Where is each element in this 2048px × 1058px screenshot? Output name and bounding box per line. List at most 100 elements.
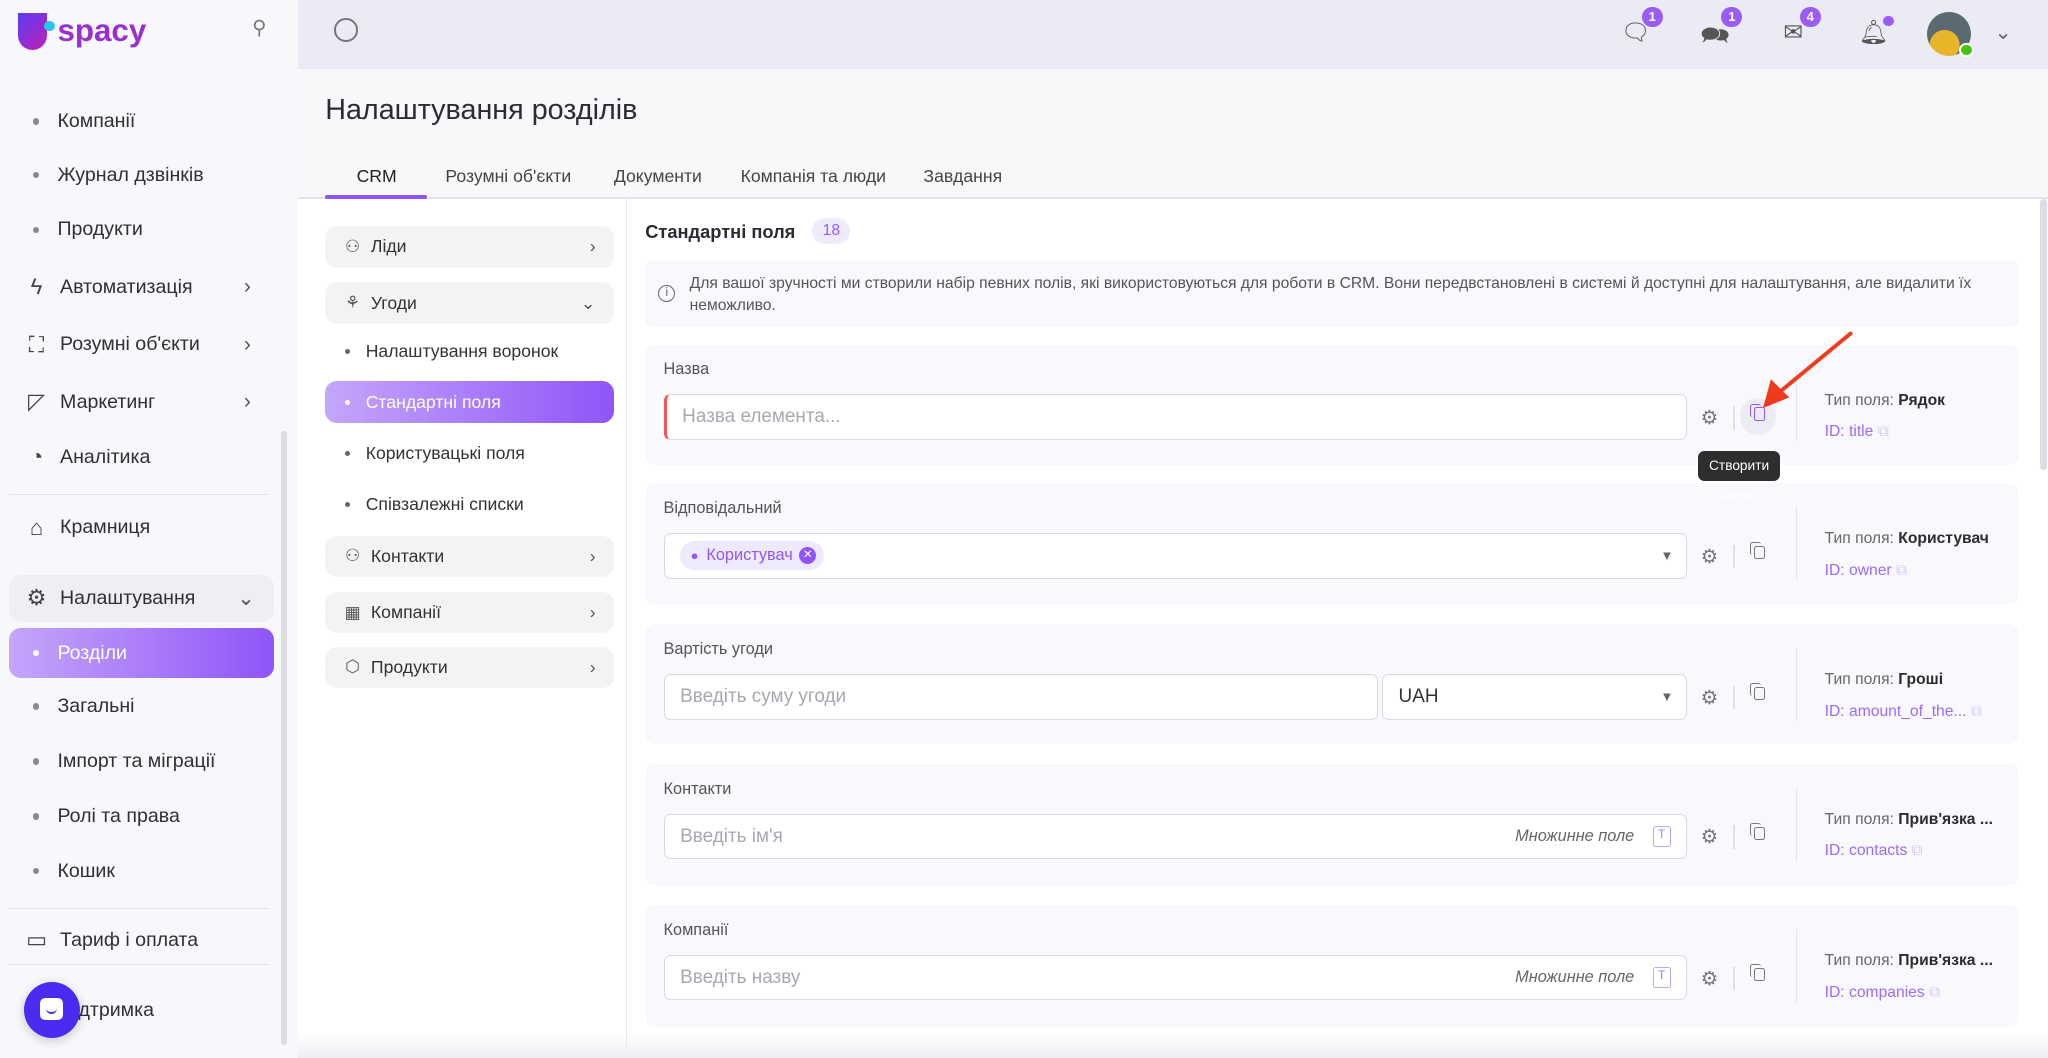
messages-icon[interactable]: 🗪 1 [1701,6,1743,48]
sidebar-item-call-log[interactable]: Журнал дзвінків [0,152,298,199]
tab-crm[interactable]: CRM [356,165,397,186]
tab-documents[interactable]: Документи [613,165,702,186]
multiple-field-label: Множинне поле [1515,827,1635,846]
panel-subitem-custom-fields[interactable]: Користувацькі поля [325,432,614,474]
contacts-input[interactable]: Введіть ім'я Множинне поле T [663,813,1688,860]
remove-chip-icon[interactable]: ✕ [799,547,817,565]
building-icon: ▦ [344,602,361,622]
sidebar-item-settings[interactable]: ⚙ Налаштування ⌄ [9,574,275,622]
online-status-dot [1959,43,1974,58]
sidebar-item-trash[interactable]: Кошик [0,848,298,895]
copy-icon[interactable] [1748,683,1768,702]
panel-item-companies[interactable]: ▦ Компанії › [325,591,614,634]
tab-company-people[interactable]: Компанія та люди [740,165,887,186]
copy-icon[interactable] [1748,963,1768,983]
sidebar-item-roles[interactable]: Ролі та права [0,793,298,840]
panel-item-deals[interactable]: ⚘ Угоди ⌄ [325,282,614,324]
sidebar-scrollbar[interactable] [280,431,288,1045]
sidebar-item-store[interactable]: ⌂ Крамниця [0,504,298,551]
panel-subitem-standard-fields[interactable]: Стандартні поля [325,381,614,424]
tabs-divider [297,197,2048,199]
panel-subitem-dependent-lists[interactable]: Співзалежні списки [325,483,614,525]
multiple-field-icon[interactable]: T [1652,967,1671,989]
sidebar-item-import[interactable]: Імпорт та міграції [0,738,298,785]
dropdown-arrow-icon[interactable]: ▼ [1660,548,1674,564]
chat-badge: 1 [1641,6,1663,28]
sidebar-item-marketing[interactable]: ◸ Маркетинг › [0,379,298,426]
wallet-icon: ▭ [26,927,48,953]
currency-select[interactable]: UAH ▼ [1381,673,1688,720]
copy-icon[interactable] [1748,822,1768,842]
label: Журнал дзвінків [57,163,204,186]
label: Угоди [370,292,417,313]
pin-icon[interactable]: ⚲ [252,16,267,39]
sidebar-item-companies[interactable]: Компанії [0,98,298,145]
chevron-right-icon: › [243,390,251,414]
field-card-amount: Вартість угоди Введіть суму угоди UAH ▼ ⚙… [645,624,2020,745]
chat-widget-button[interactable] [23,982,80,1039]
info-text: Для вашої зручності ми створили набір пе… [689,274,1972,315]
multiple-field-icon[interactable]: T [1652,826,1671,847]
chevron-down-icon[interactable]: ⌄ [1994,20,2012,44]
search-icon[interactable] [334,18,358,42]
logo-text: spacy [57,13,147,49]
tab-tasks[interactable]: Завдання [923,165,1003,186]
owner-select[interactable]: ● Користувач ✕ ▼ [663,532,1688,579]
dropdown-arrow-icon[interactable]: ▼ [1660,689,1674,705]
sidebar-item-support[interactable]: Підтримка [0,987,298,1034]
title-input[interactable]: Назва елемента... [663,394,1688,441]
gear-icon[interactable]: ⚙ [1700,967,1719,990]
label: Маркетинг [60,390,156,413]
field-type: Тип поля: Прив'язка ... [1824,811,1993,829]
chevron-right-icon: › [589,656,596,677]
label: Загальні [57,695,135,718]
label: Компанії [370,602,441,623]
field-id[interactable]: ID: contacts ⧉ [1824,842,1923,860]
label: Контакти [370,545,445,566]
field-label: Назва [663,360,710,379]
sidebar-item-products[interactable]: Продукти [0,206,298,253]
sidebar-item-automation[interactable]: ϟ Автоматизація › [0,264,298,311]
field-id[interactable]: ID: title ⧉ [1824,423,1889,441]
avatar[interactable] [1926,11,1974,58]
copy-icon[interactable] [1748,542,1768,561]
field-label: Контакти [663,779,732,798]
sidebar-item-billing[interactable]: ▭ Тариф і оплата [0,917,298,964]
smart-object-icon: ⛶ [28,331,45,357]
field-card-owner: Відповідальний ● Користувач ✕ ▼ ⚙ Тип поля… [645,483,2020,605]
label: Крамниця [60,516,151,539]
field-card-title: Назва Назва елемента... ⚙ Тип поля: Рядо… [645,344,2020,465]
gear-icon[interactable]: ⚙ [1700,686,1719,709]
field-id[interactable]: ID: owner ⧉ [1824,561,1908,579]
main-scrollbar[interactable] [2040,198,2047,471]
copy-icon[interactable] [1748,403,1768,422]
divider [9,907,268,910]
info-icon: i [658,284,676,302]
chat-widget-icon [40,997,63,1021]
panel-item-contacts[interactable]: ⚇ Контакти › [325,535,614,578]
lightning-icon: ϟ [30,274,43,300]
sidebar-item-general[interactable]: Загальні [0,683,298,730]
field-id[interactable]: ID: amount_of_the... ⧉ [1824,702,1983,720]
bell-icon[interactable]: 🔔︎ [1859,15,1894,47]
amount-input[interactable]: Введіть суму угоди [663,673,1378,720]
messages-badge: 1 [1721,6,1743,28]
lead-icon: ⚇ [345,236,361,256]
sidebar-item-smart-objects[interactable]: ⛶ Розумні об'єкти › [0,321,298,368]
companies-input[interactable]: Введіть назву Множинне поле T [663,954,1688,1001]
chevron-down-icon: ⌄ [580,292,596,313]
sidebar-item-sections[interactable]: Розділи [9,628,275,678]
field-id[interactable]: ID: companies ⧉ [1824,983,1941,1001]
panel-subitem-funnels[interactable]: Налаштування воронок [325,330,614,372]
chat-icon[interactable]: 🗨 1 [1621,6,1663,47]
uspacy-logo[interactable]: spacy [18,13,146,50]
label: Автоматизація [60,275,193,298]
gear-icon[interactable]: ⚙ [1700,826,1719,849]
gear-icon[interactable]: ⚙ [1700,407,1719,430]
panel-item-products[interactable]: ⬡ Продукти › [325,646,614,689]
mail-icon[interactable]: ✉ 4 [1779,6,1821,47]
tab-smart-objects[interactable]: Розумні об'єкти [445,165,572,186]
panel-item-leads[interactable]: ⚇ Ліди › [325,225,614,268]
gear-icon[interactable]: ⚙ [1700,545,1719,568]
sidebar-item-analytics[interactable]: ◔ Аналітика [0,434,298,481]
